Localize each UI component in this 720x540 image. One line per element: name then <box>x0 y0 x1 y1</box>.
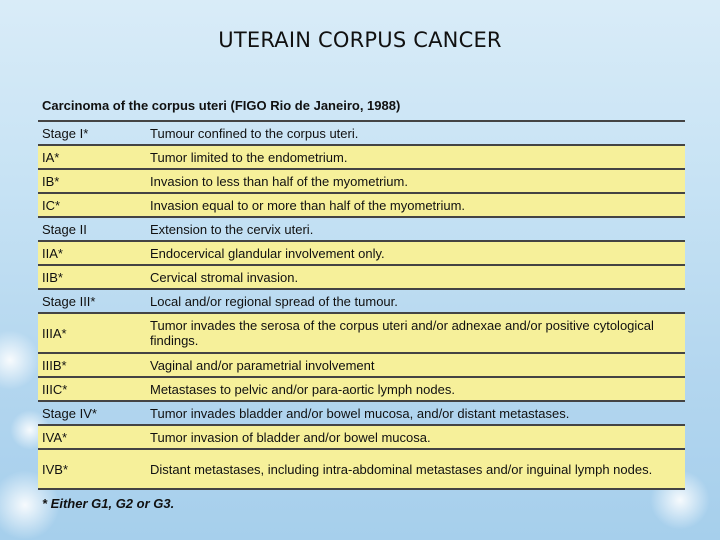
description-cell: Endocervical glandular involvement only. <box>146 240 685 265</box>
table-row: IVB* Distant metastases, including intra… <box>38 448 685 490</box>
table-row: Stage III* Local and/or regional spread … <box>38 288 685 313</box>
description-cell: Tumor limited to the endometrium. <box>146 144 685 169</box>
stage-cell: IIIC* <box>38 376 146 401</box>
description-cell: Local and/or regional spread of the tumo… <box>146 288 685 313</box>
description-cell: Invasion equal to or more than half of t… <box>146 192 685 217</box>
stage-cell: IIIB* <box>38 352 146 377</box>
table-row: IIA* Endocervical glandular involvement … <box>38 240 685 265</box>
table-row: IB* Invasion to less than half of the my… <box>38 168 685 193</box>
table-row: IC* Invasion equal to or more than half … <box>38 192 685 217</box>
table-row: IVA* Tumor invasion of bladder and/or bo… <box>38 424 685 449</box>
table-row: IIIB* Vaginal and/or parametrial involve… <box>38 352 685 377</box>
table-row: Stage I* Tumour confined to the corpus u… <box>38 120 685 145</box>
table-row: IA* Tumor limited to the endometrium. <box>38 144 685 169</box>
stage-cell: IC* <box>38 192 146 217</box>
page-title: UTERAIN CORPUS CANCER <box>218 28 502 52</box>
description-cell: Tumour confined to the corpus uteri. <box>146 120 685 145</box>
description-cell: Tumor invades bladder and/or bowel mucos… <box>146 400 685 425</box>
table-row: Stage II Extension to the cervix uteri. <box>38 216 685 241</box>
stage-cell: IIB* <box>38 264 146 289</box>
table-caption: Carcinoma of the corpus uteri (FIGO Rio … <box>42 98 401 113</box>
staging-table: Stage I* Tumour confined to the corpus u… <box>38 120 685 490</box>
description-cell: Distant metastases, including intra-abdo… <box>146 448 685 490</box>
stage-cell: IA* <box>38 144 146 169</box>
stage-cell: IIA* <box>38 240 146 265</box>
stage-cell: IVB* <box>38 448 146 490</box>
description-cell: Tumor invades the serosa of the corpus u… <box>146 312 685 353</box>
description-cell: Metastases to pelvic and/or para-aortic … <box>146 376 685 401</box>
stage-cell: IVA* <box>38 424 146 449</box>
stage-cell: Stage IV* <box>38 400 146 425</box>
description-cell: Tumor invasion of bladder and/or bowel m… <box>146 424 685 449</box>
table-row: IIB* Cervical stromal invasion. <box>38 264 685 289</box>
background-sparkle <box>0 330 40 390</box>
table-row: IIIA* Tumor invades the serosa of the co… <box>38 312 685 353</box>
description-cell: Extension to the cervix uteri. <box>146 216 685 241</box>
table-row: IIIC* Metastases to pelvic and/or para-a… <box>38 376 685 401</box>
stage-cell: IIIA* <box>38 312 146 353</box>
description-cell: Vaginal and/or parametrial involvement <box>146 352 685 377</box>
description-cell: Invasion to less than half of the myomet… <box>146 168 685 193</box>
footnote: * Either G1, G2 or G3. <box>42 496 175 511</box>
stage-cell: Stage II <box>38 216 146 241</box>
description-cell: Cervical stromal invasion. <box>146 264 685 289</box>
stage-cell: IB* <box>38 168 146 193</box>
table-row: Stage IV* Tumor invades bladder and/or b… <box>38 400 685 425</box>
stage-cell: Stage I* <box>38 120 146 145</box>
stage-cell: Stage III* <box>38 288 146 313</box>
